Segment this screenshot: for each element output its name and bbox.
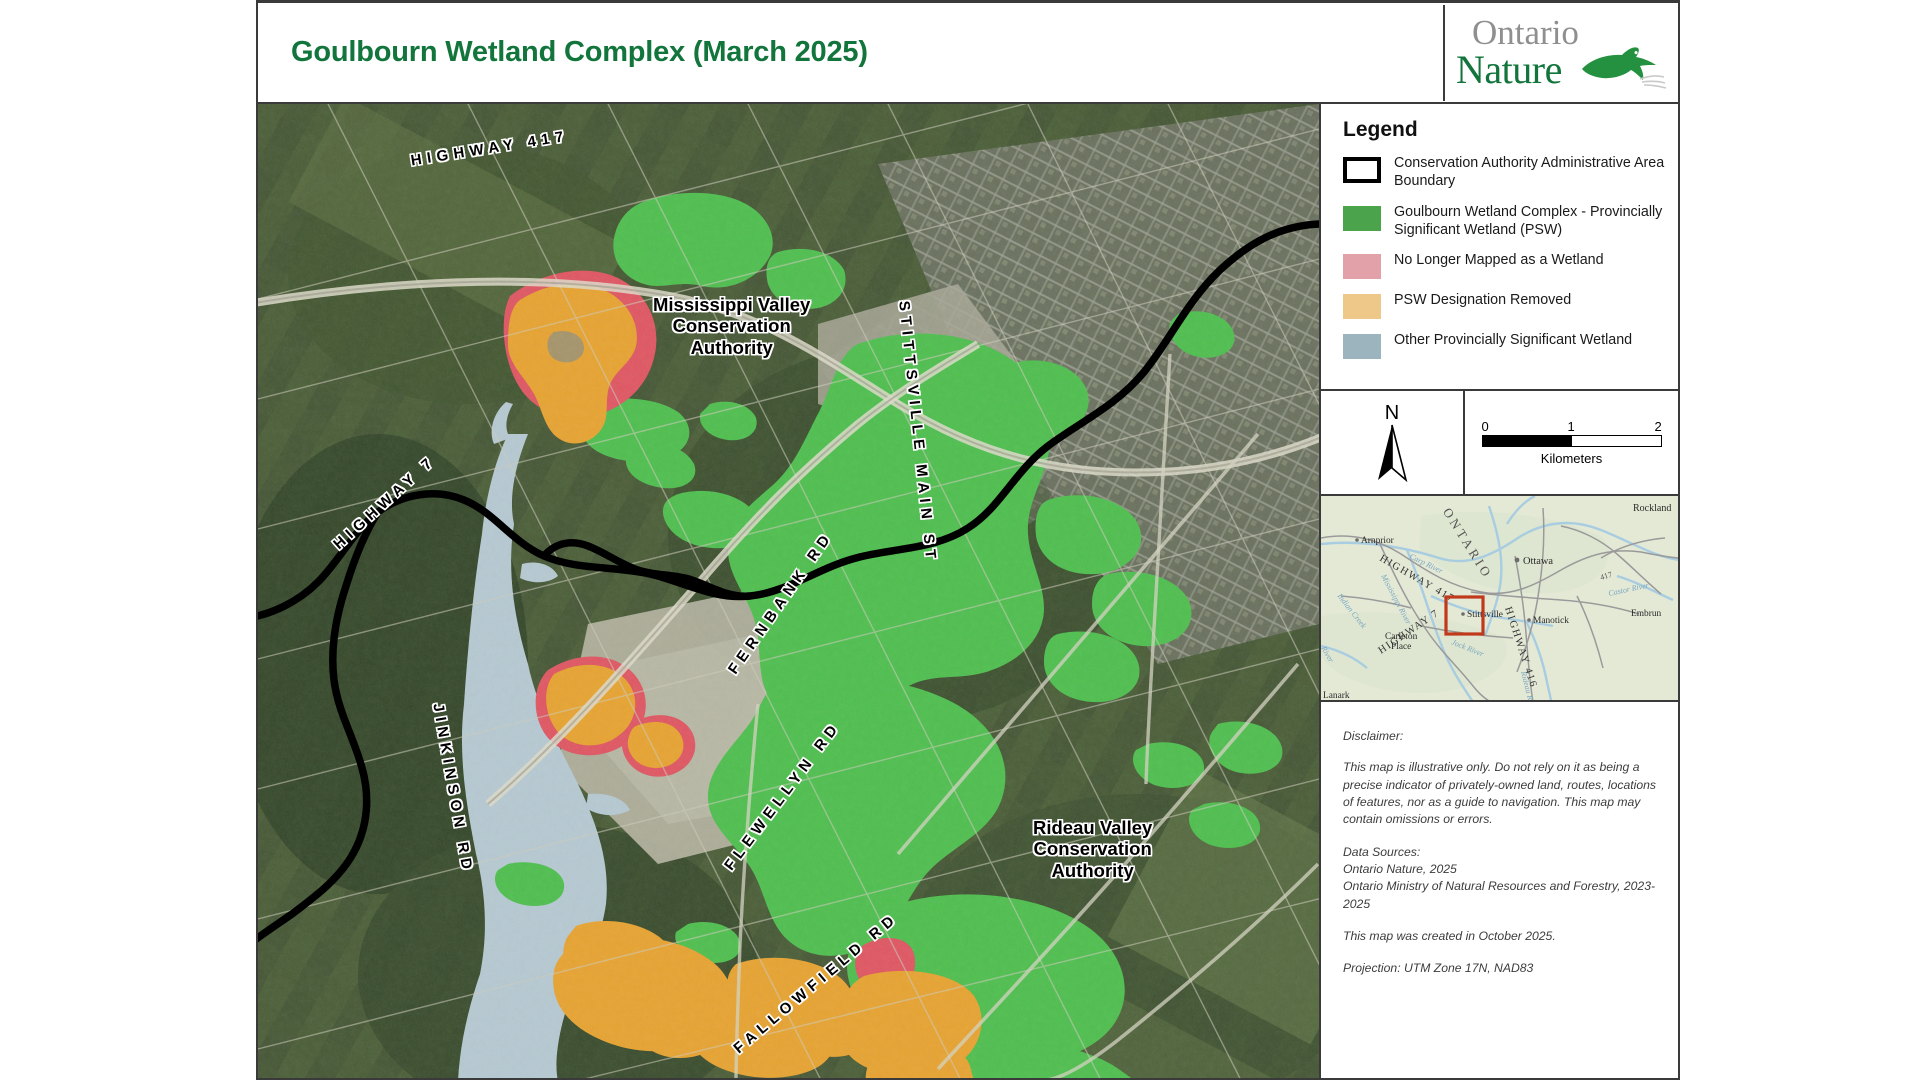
data-source-2: Ontario Ministry of Natural Resources an… [1343, 879, 1656, 911]
legend-label-psw: Goulbourn Wetland Complex - Provincially… [1394, 203, 1663, 238]
inset-place-stittsville: Stittsville [1467, 610, 1503, 620]
north-arrow-cell: N [1321, 391, 1465, 494]
inset-place-lanark: Lanark [1323, 691, 1350, 701]
inset-place-place: Place [1391, 642, 1411, 652]
legend-swatch-psw-removed [1343, 294, 1381, 320]
legend-item-psw-removed: PSW Designation Removed [1343, 292, 1668, 320]
legend-title: Legend [1343, 118, 1418, 141]
legend-panel: Legend Conservation Authority Administra… [1321, 104, 1678, 391]
inset-place-embrun: Embrun [1631, 609, 1662, 619]
legend-item-no-longer-mapped: No Longer Mapped as a Wetland [1343, 252, 1668, 280]
disclaimer-panel: Disclaimer: This map is illustrative onl… [1321, 702, 1678, 1078]
legend-label-psw-removed: PSW Designation Removed [1394, 292, 1572, 309]
data-sources-heading: Data Sources: [1343, 844, 1421, 859]
satellite-imagery [258, 104, 1319, 1078]
north-letter: N [1384, 402, 1400, 424]
legend-item-other-psw: Other Provincially Significant Wetland [1343, 332, 1668, 360]
loon-bird-icon [1582, 47, 1667, 89]
legend-label-no-longer-mapped: No Longer Mapped as a Wetland [1394, 252, 1604, 269]
main-map-canvas[interactable]: Mississippi Valley Conservation Authorit… [258, 104, 1319, 1078]
map-figure: Goulbourn Wetland Complex (March 2025) O… [256, 0, 1680, 1080]
inset-place-ottawa: Ottawa [1523, 556, 1553, 567]
inset-place-rockland: Rockland [1633, 503, 1671, 514]
inset-map-graphic: ONTARIO HIGHWAY 417 HIGHWAY 7 HIGHWAY 41… [1321, 496, 1678, 701]
legend-swatch-psw [1343, 205, 1381, 231]
legend-item-ca-boundary: Conservation Authority Administrative Ar… [1343, 155, 1668, 191]
legend-swatch-other-psw [1343, 334, 1381, 360]
title-bar: Goulbourn Wetland Complex (March 2025) O… [258, 3, 1678, 104]
disclaimer-heading: Disclaimer: [1343, 729, 1404, 743]
ca-boundary-line [258, 220, 1319, 620]
scale-tick-1: 1 [1567, 419, 1575, 434]
legend-item-psw: Goulbourn Wetland Complex - Provincially… [1343, 204, 1668, 240]
legend-label-other-psw: Other Provincially Significant Wetland [1394, 332, 1633, 349]
scale-bar-unit: Kilometers [1540, 451, 1603, 466]
inset-place-carleton: Carleton [1385, 632, 1418, 642]
map-created-date: This map was created in October 2025. [1343, 928, 1556, 943]
scale-tick-labels: 0 1 2 [1482, 419, 1662, 435]
data-source-1: Ontario Nature, 2025 [1343, 861, 1457, 876]
map-side-panel: Legend Conservation Authority Administra… [1319, 104, 1678, 1078]
inset-locator-map[interactable]: ONTARIO HIGHWAY 417 HIGHWAY 7 HIGHWAY 41… [1321, 496, 1678, 702]
map-projection: Projection: UTM Zone 17N, NAD83 [1343, 961, 1534, 976]
north-and-scale-panel: N 0 1 2 Kilometers [1321, 391, 1678, 496]
legend-label-boundary: Conservation Authority Administrative Ar… [1394, 155, 1665, 189]
legend-swatch-no-longer-mapped [1343, 254, 1381, 280]
inset-locator-box [1444, 595, 1485, 636]
scale-tick-0: 0 [1481, 419, 1489, 434]
legend-swatch-boundary [1343, 157, 1381, 183]
logo-text-nature: Nature [1456, 47, 1562, 92]
page-title: Goulbourn Wetland Complex (March 2025) [291, 36, 868, 68]
logo-text-ontario: Ontario [1472, 13, 1579, 52]
ontario-nature-logo: Ontario Nature [1443, 5, 1678, 101]
disclaimer-body: This map is illustrative only. Do not re… [1343, 760, 1656, 827]
inset-label-417-east: 417 [1599, 570, 1613, 582]
scale-tick-2: 2 [1654, 419, 1662, 434]
scale-bar-graphic [1481, 435, 1662, 447]
inset-place-manotick: Manotick [1533, 616, 1569, 626]
inset-place-arnprior: Arnprior [1361, 536, 1395, 546]
scale-bar-cell: 0 1 2 Kilometers [1465, 391, 1678, 494]
north-arrow-icon [1378, 424, 1408, 482]
